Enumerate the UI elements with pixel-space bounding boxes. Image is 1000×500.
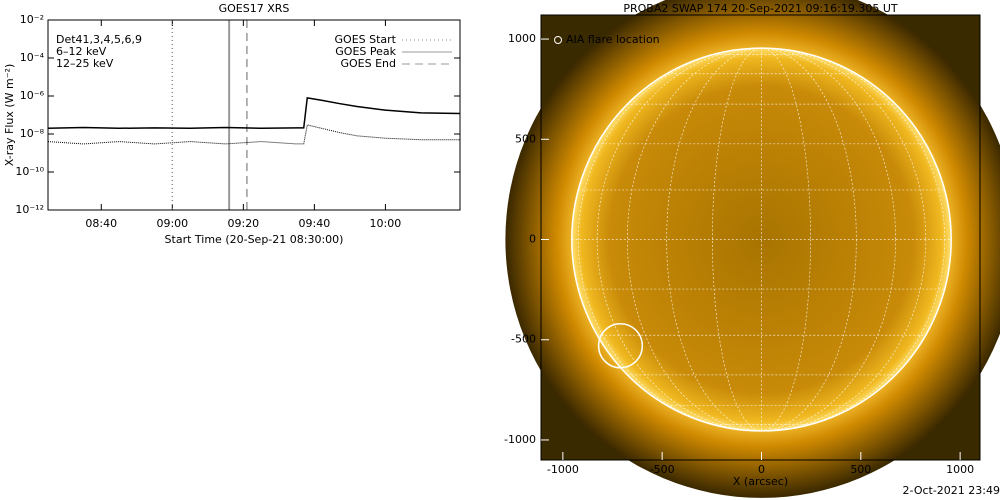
x-axis-label: Start Time (20-Sep-21 08:30:00) (165, 233, 344, 246)
x-tick-label: 09:20 (227, 217, 259, 230)
flare-circle (597, 322, 644, 369)
y-tick-label: 10⁻¹² (15, 203, 44, 216)
data-line (47, 124, 460, 145)
y-tick-label: 0 (529, 233, 536, 246)
chart-title: PROBA2 SWAP 174 20-Sep-2021 09:16:19.305… (623, 2, 898, 15)
footer: 2-Oct-2021 23:49 (903, 484, 1000, 497)
y-tick-label: 10⁻¹⁰ (15, 165, 44, 178)
data-line (47, 96, 461, 130)
x-tick-label: 0 (758, 463, 765, 476)
y-tick-label: 10⁻⁶ (20, 89, 45, 102)
grid (571, 47, 952, 432)
y-tick-label: -1000 (504, 433, 536, 446)
channel-label: 12–25 keV (56, 57, 114, 70)
chart-title: GOES17 XRS (219, 2, 290, 15)
legend-label: GOES End (340, 57, 396, 70)
legend-label: AIA flare location (566, 33, 660, 46)
x-tick-label: 09:40 (299, 217, 331, 230)
y-tick-label: 10⁻² (20, 13, 44, 26)
legend-label: GOES Start (335, 33, 397, 46)
y-tick-label: 500 (515, 132, 536, 145)
y-tick-label: 10⁻⁸ (20, 127, 45, 140)
x-tick-label: 08:40 (85, 217, 117, 230)
y-axis-label: X-ray Flux (W m⁻²) (3, 64, 16, 166)
legend-label: Det41,3,4,5,6,9 (56, 33, 142, 46)
x-tick-label: 10:00 (370, 217, 402, 230)
y-tick-label: -500 (511, 333, 536, 346)
plot-frame (47, 19, 461, 211)
plot-frame (540, 14, 981, 461)
x-tick-label: 500 (850, 463, 871, 476)
channel-label: 6–12 keV (56, 45, 107, 58)
x-tick-label: 09:00 (156, 217, 188, 230)
y-tick-label: 1000 (508, 32, 536, 45)
x-tick-label: 1000 (946, 463, 974, 476)
x-axis-label: X (arcsec) (733, 475, 788, 488)
x-tick-label: -1000 (547, 463, 579, 476)
y-tick-label: 10⁻⁴ (20, 51, 45, 64)
legend-label: GOES Peak (335, 45, 396, 58)
x-tick-label: -500 (650, 463, 675, 476)
legend-symbol (554, 36, 562, 44)
